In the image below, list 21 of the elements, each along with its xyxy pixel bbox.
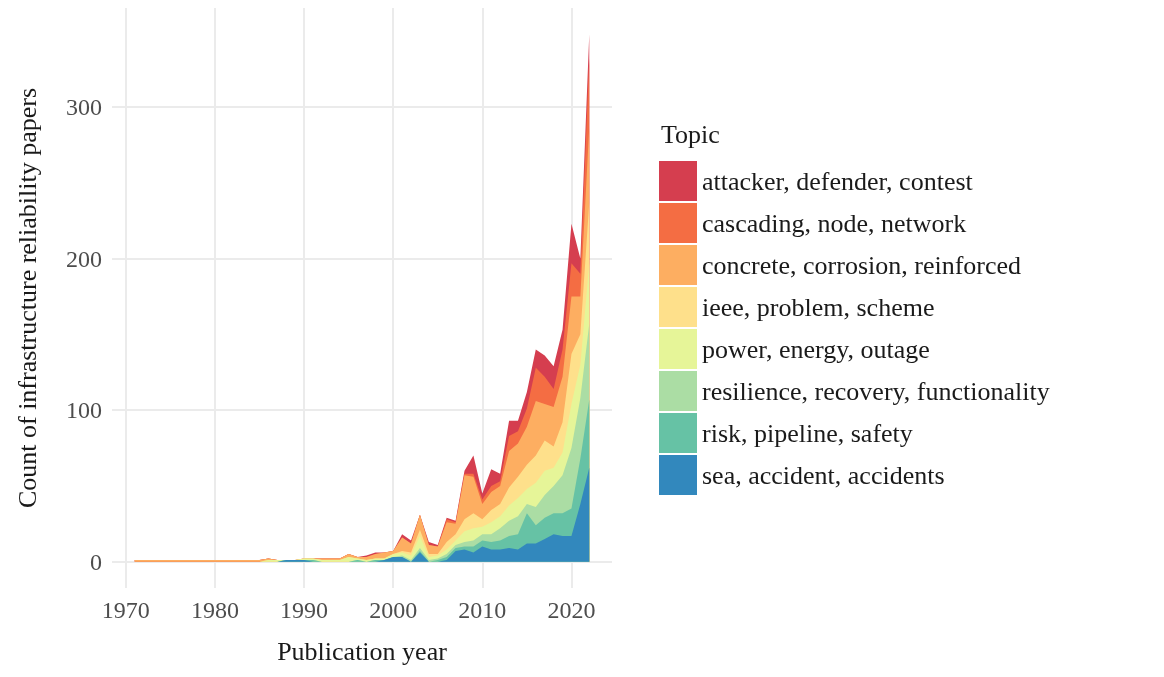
legend-label: sea, accident, accidents bbox=[702, 460, 945, 490]
y-tick-label: 300 bbox=[66, 94, 102, 121]
x-tick-label: 2000 bbox=[369, 597, 418, 623]
legend-label: power, energy, outage bbox=[702, 334, 930, 364]
legend-label: risk, pipeline, safety bbox=[702, 418, 913, 448]
legend-label: concrete, corrosion, reinforced bbox=[702, 250, 1022, 280]
y-tick-label: 200 bbox=[66, 245, 102, 272]
y-tick-label: 0 bbox=[90, 548, 102, 575]
legend-label: attacker, defender, contest bbox=[702, 166, 974, 196]
legend-label: cascading, node, network bbox=[702, 208, 967, 238]
x-axis-title: Publication year bbox=[277, 636, 448, 666]
y-axis-title: Count of infrastructure reliability papers bbox=[12, 87, 42, 509]
x-tick-label: 2010 bbox=[458, 597, 507, 623]
x-tick-label: 2020 bbox=[547, 597, 596, 623]
x-tick-label: 1990 bbox=[280, 597, 329, 623]
legend-label: ieee, problem, scheme bbox=[702, 292, 935, 322]
legend-label: resilience, recovery, functionality bbox=[702, 376, 1050, 406]
legend-title: Topic bbox=[661, 119, 720, 149]
x-tick-label: 1980 bbox=[190, 597, 239, 623]
x-tick-label: 1970 bbox=[101, 597, 150, 623]
y-tick-label: 100 bbox=[66, 397, 102, 424]
